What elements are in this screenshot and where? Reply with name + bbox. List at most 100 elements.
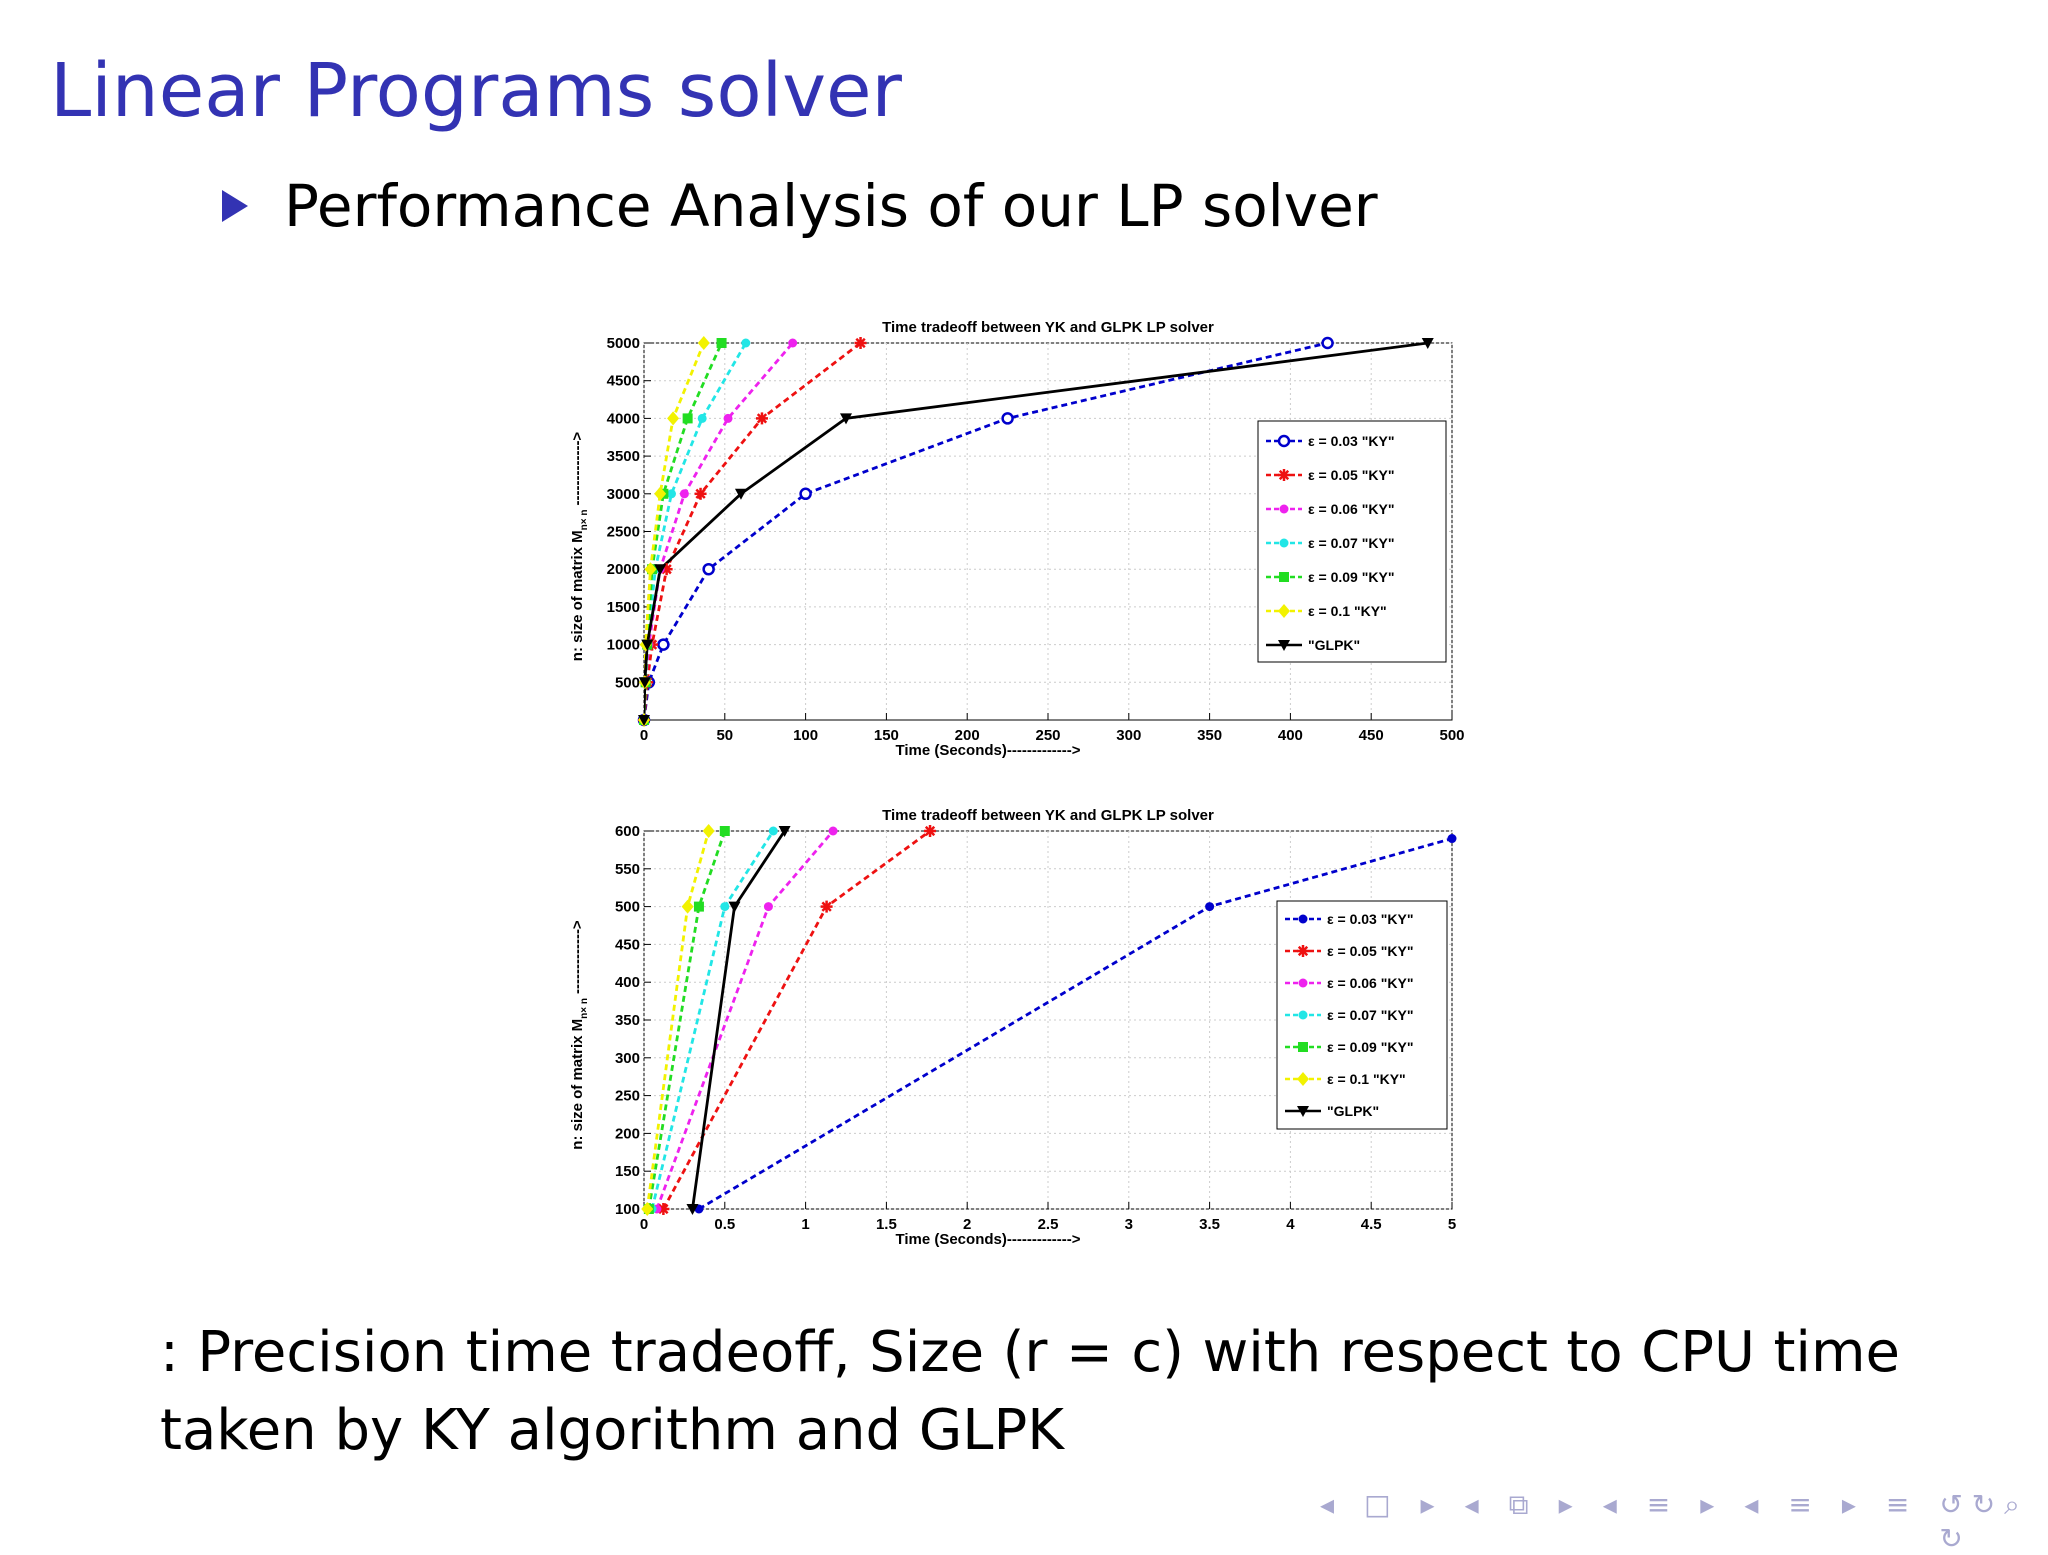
data-point [702, 824, 715, 838]
data-point [734, 488, 747, 500]
section-next-icon[interactable]: ▸ [1700, 1488, 1715, 1521]
y-tick-label: 150 [615, 1163, 640, 1180]
legend-label: ε = 0.05 "KY" [1308, 467, 1394, 483]
legend-marker [1297, 1072, 1309, 1086]
data-point [686, 1204, 699, 1215]
x-tick-label: 2.5 [1038, 1216, 1059, 1233]
legend-marker [1278, 604, 1290, 618]
data-point [728, 901, 741, 913]
legend-label: ε = 0.05 "KY" [1327, 943, 1413, 959]
data-point [768, 826, 778, 836]
x-tick-label: 1.5 [876, 1216, 897, 1233]
legend-label: ε = 0.09 "KY" [1327, 1039, 1413, 1055]
doc-next-icon[interactable]: ▸ [1841, 1488, 1856, 1521]
x-tick-label: 250 [1035, 727, 1060, 744]
y-tick-label: 550 [615, 861, 640, 878]
x-tick-label: 0.5 [714, 1216, 735, 1233]
bullet-item: Performance Analysis of our LP solver [222, 172, 1378, 240]
data-point [788, 338, 798, 348]
legend-box [1257, 420, 1447, 663]
search-icon[interactable]: ↺ ↻ ⌕ ↻ [1939, 1488, 2020, 1555]
y-axis-label: n: size of matrix Mn× n-------------> [569, 920, 590, 1150]
x-axis-label: Time (Seconds)-------------> [895, 742, 1080, 759]
section-icon[interactable]: ≡ [1646, 1488, 1671, 1521]
y-axis-label: n: size of matrix Mn× n-------------> [569, 432, 590, 662]
align-icon[interactable]: ≡ [1885, 1488, 1910, 1521]
data-point [681, 899, 694, 914]
y-tick-label: 1000 [607, 637, 640, 654]
y-tick-label: 500 [615, 899, 640, 916]
chart-title: Time tradeoff between YK and GLPK LP sol… [882, 319, 1214, 336]
x-tick-label: 1 [801, 1216, 809, 1233]
x-axis-label: Time (Seconds)-------------> [895, 1231, 1080, 1248]
data-point [638, 715, 650, 726]
legend-marker [1279, 572, 1289, 582]
frame-next-icon[interactable]: ▸ [1420, 1488, 1435, 1521]
legend-marker [1297, 1106, 1309, 1117]
y-tick-label: 1500 [607, 599, 640, 616]
subsection-next-icon[interactable]: ▸ [1558, 1488, 1573, 1521]
data-point [644, 562, 657, 577]
data-point [755, 412, 768, 425]
data-point [1421, 338, 1434, 349]
legend-label: ε = 0.07 "KY" [1327, 1007, 1413, 1023]
y-tick-label: 3500 [607, 448, 640, 465]
y-tick-label: 250 [615, 1088, 640, 1105]
beamer-navigation: ◂ □ ▸ ◂ ⧉ ▸ ◂ ≡ ▸ ◂ ≡ ▸ ≡ ↺ ↻ ⌕ ↻ [1320, 1488, 2048, 1555]
data-point [840, 413, 852, 425]
data-point [654, 564, 667, 576]
frame-prev-icon[interactable]: ◂ [1320, 1488, 1335, 1521]
legend-marker [1297, 945, 1309, 957]
x-tick-label: 0 [640, 1216, 648, 1233]
x-tick-label: 3 [1125, 1216, 1133, 1233]
data-point [854, 337, 867, 349]
y-tick-label: 350 [615, 1012, 640, 1029]
bullet-text: Performance Analysis of our LP solver [284, 172, 1378, 240]
data-point [682, 413, 693, 424]
doc-icon[interactable]: ≡ [1788, 1488, 1812, 1521]
data-point [719, 826, 730, 836]
data-point [679, 489, 689, 499]
data-point [641, 639, 654, 651]
legend-marker [1277, 434, 1291, 448]
data-point [720, 902, 730, 912]
frame-icon[interactable]: □ [1364, 1488, 1391, 1521]
x-tick-label: 300 [1116, 727, 1141, 744]
data-point [1447, 834, 1457, 844]
x-tick-label: 2 [963, 1216, 971, 1233]
data-point [666, 489, 676, 499]
data-point [778, 826, 791, 837]
chart-1: 0 50 100 150 200 250 300 350 400 450 500 500 1000 150… [569, 319, 1465, 759]
legend-label: ε = 0.03 "KY" [1308, 433, 1394, 449]
legend: ε = 0.03 "KY" ε = 0.05 "KY" ε = 0.06 "KY" ε… [1276, 900, 1448, 1130]
y-tick-label: 450 [615, 936, 640, 953]
y-tick-label: 500 [615, 674, 640, 691]
chart-title: Time tradeoff between YK and GLPK LP sol… [882, 807, 1214, 824]
section-prev-icon[interactable]: ◂ [1602, 1488, 1617, 1521]
doc-prev-icon[interactable]: ◂ [1744, 1488, 1759, 1521]
data-point [723, 413, 733, 423]
legend-label: ε = 0.1 "KY" [1327, 1071, 1406, 1087]
subsection-icon[interactable]: ⧉ [1508, 1488, 1529, 1521]
data-point [702, 562, 715, 576]
y-tick-label: 100 [615, 1201, 640, 1218]
legend-label: "GLPK" [1327, 1103, 1379, 1119]
data-point [667, 411, 680, 426]
data-point [693, 901, 704, 912]
x-tick-label: 350 [1197, 727, 1222, 744]
data-point [716, 338, 727, 348]
triangle-bullet-icon [222, 190, 248, 222]
data-point [799, 487, 812, 501]
data-point [924, 825, 937, 837]
data-point [657, 1203, 670, 1215]
y-tick-label: 5000 [607, 335, 640, 352]
data-point [1001, 412, 1014, 425]
x-tick-label: 3.5 [1199, 1216, 1220, 1233]
x-tick-label: 500 [1439, 727, 1464, 744]
y-tick-label: 4000 [607, 410, 640, 427]
y-tick-label: 4500 [607, 373, 640, 390]
y-tick-label: 400 [615, 974, 640, 991]
subsection-prev-icon[interactable]: ◂ [1464, 1488, 1479, 1521]
data-point [763, 902, 773, 912]
legend-label: ε = 0.06 "KY" [1308, 501, 1394, 517]
